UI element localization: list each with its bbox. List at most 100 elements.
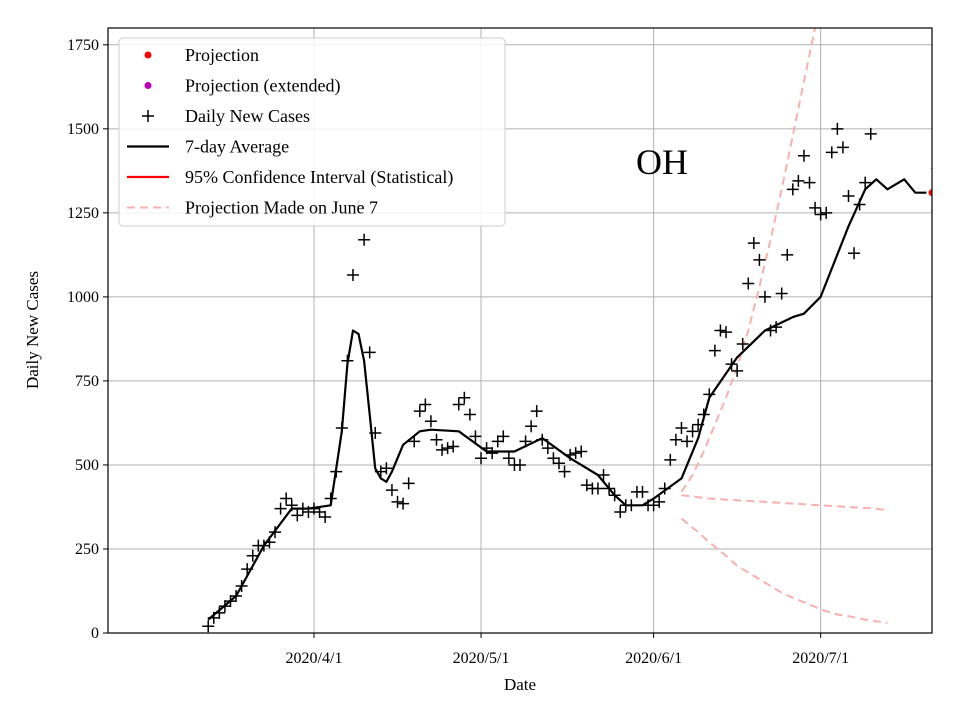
daily-case-marker [575,445,588,458]
daily-case-marker [753,253,766,266]
daily-case-marker [775,287,788,300]
daily-case-marker [848,247,861,260]
daily-case-marker [797,149,810,162]
daily-case-marker [436,443,449,456]
daily-case-marker [758,290,771,303]
daily-case-marker [803,176,816,189]
projection-point [940,188,947,195]
y-tick-label: 500 [75,457,99,474]
daily-case-marker [558,465,571,478]
daily-case-marker [547,452,560,465]
daily-case-marker [502,452,515,465]
daily-case-marker [636,485,649,498]
daily-case-marker [441,442,454,455]
ci-upper-line [930,165,932,170]
daily-case-marker [497,430,510,443]
daily-case-marker [458,391,471,404]
daily-case-marker [597,469,610,482]
daily-case-marker [736,337,749,350]
projection-point [934,189,941,196]
daily-case-marker [413,405,426,418]
daily-case-marker [452,398,465,411]
projection-point [951,187,958,194]
daily-case-marker [836,141,849,154]
x-tick-label: 2020/6/1 [625,650,682,667]
daily-case-marker [552,457,565,470]
y-tick-label: 0 [91,625,99,642]
daily-case-marker [831,122,844,135]
legend-box [118,37,506,227]
daily-case-marker [675,421,688,434]
y-axis-title: Daily New Cases [23,271,42,389]
daily-case-marker [246,549,259,562]
x-tick-label: 2020/5/1 [453,650,510,667]
daily-case-marker [541,442,554,455]
daily-case-marker [397,497,410,510]
daily-case-marker [569,447,582,460]
daily-case-marker [475,452,488,465]
legend-label: Projection [185,45,259,65]
projection-point [956,188,960,195]
daily-case-marker [859,176,872,189]
daily-case-marker [786,183,799,196]
daily-case-marker [669,433,682,446]
y-tick-label: 1500 [67,121,99,138]
daily-case-marker [280,492,293,505]
axis-ticks: 2020/4/12020/5/12020/6/12020/7/12020/8/1… [67,37,849,667]
daily-case-marker [864,127,877,140]
x-tick-label: 2020/4/1 [286,650,343,667]
daily-case-marker [653,495,666,508]
daily-case-marker [686,425,699,438]
daily-case-marker [385,484,398,497]
state-label: OH [636,142,688,182]
plot-content [202,28,960,633]
daily-case-marker [514,458,526,471]
june7-projection-line [681,494,888,512]
daily-case-marker [809,201,822,214]
legend-plus-marker [142,110,154,122]
daily-case-marker [202,620,215,633]
legend-dot-marker [144,82,152,89]
x-axis-title: Date [504,675,536,694]
daily-case-marker [530,405,543,418]
ci-lower-line [930,209,932,213]
legend-dot-marker [144,51,152,59]
daily-case-marker [463,408,476,421]
legend-label: Projection Made on June 7 [185,198,378,218]
daily-case-marker [408,435,421,448]
daily-case-marker [842,190,855,203]
daily-case-marker [814,208,827,221]
daily-case-marker [486,447,499,460]
y-tick-label: 750 [75,373,99,390]
daily-case-marker [591,482,604,495]
daily-case-marker [681,435,694,448]
daily-case-marker [346,269,359,282]
daily-case-marker [614,506,627,518]
seven-day-average-line [207,178,927,621]
daily-case-marker [447,440,460,453]
y-tick-label: 1000 [67,289,99,306]
daily-case-marker [491,435,504,448]
daily-case-marker [731,364,744,377]
daily-case-marker [825,146,838,159]
daily-case-marker [424,415,437,428]
daily-case-marker [714,324,727,337]
legend-label: 7-day Average [185,137,289,157]
daily-case-marker [391,495,404,508]
june7-projection-line [680,28,817,493]
june7-projection-line [680,517,888,624]
daily-case-marker [792,174,805,187]
legend-label: Projection (extended) [185,76,340,97]
y-tick-label: 1250 [67,205,99,222]
projection-point [928,189,932,197]
daily-case-marker [742,277,755,290]
daily-case-marker [708,344,721,357]
y-tick-label: 250 [75,541,99,558]
plot-frame [107,27,933,634]
daily-case-marker [720,326,732,339]
daily-case-marker [291,509,304,522]
legend-label: 95% Confidence Interval (Statistical) [185,167,453,188]
daily-case-marker [525,420,538,433]
daily-case-marker [380,462,393,475]
x-tick-label: 2020/7/1 [792,650,849,667]
